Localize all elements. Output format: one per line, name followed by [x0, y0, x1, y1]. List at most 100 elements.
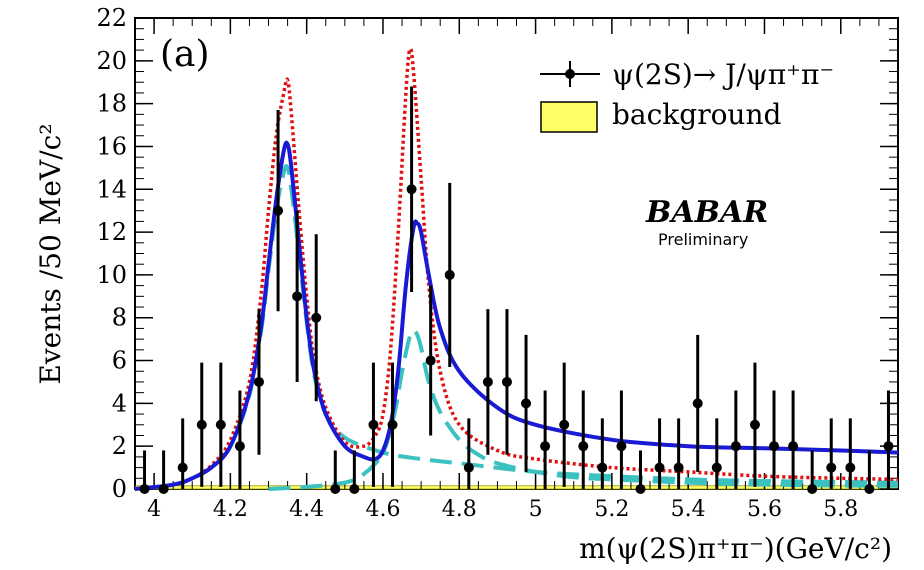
data-marker [158, 484, 169, 494]
legend-data-label: ψ(2S)→ J/ψπ⁺π⁻ [612, 58, 834, 91]
legend-data-marker [540, 61, 600, 87]
y-tick-label: 10 [96, 261, 127, 289]
data-point [406, 86, 417, 293]
data-point [845, 418, 856, 489]
data-marker [139, 484, 150, 494]
data-marker [234, 441, 245, 452]
data-marker [311, 312, 322, 323]
data-marker [292, 291, 303, 302]
data-point [368, 362, 379, 487]
component-2-curve [268, 328, 899, 491]
data-marker [826, 462, 837, 473]
data-marker [463, 462, 474, 473]
legend-background-label: background [612, 98, 781, 131]
data-point [635, 450, 646, 494]
y-tick-label: 6 [112, 347, 127, 375]
x-tick-label: 5 [529, 497, 543, 522]
data-point [292, 210, 303, 382]
x-axis-label: m(ψ(2S)π⁺π⁻)(GeV/c²) [579, 532, 892, 565]
panel-label: (a) [160, 34, 210, 75]
data-marker [521, 398, 532, 409]
data-marker [578, 441, 589, 452]
data-point [425, 285, 436, 436]
data-point [769, 390, 780, 489]
y-tick-label: 22 [96, 4, 127, 32]
y-tick-label: 12 [96, 218, 127, 246]
data-point [311, 234, 322, 402]
data-marker [425, 355, 436, 366]
data-marker [673, 462, 684, 473]
data-marker [597, 462, 608, 473]
y-tick-label: 14 [96, 175, 127, 203]
data-point [330, 450, 341, 494]
data-marker [788, 441, 799, 452]
data-marker [769, 441, 780, 452]
total-fit-curve [134, 140, 899, 491]
data-marker [730, 441, 741, 452]
alt-fit-curve [134, 47, 899, 491]
data-point [273, 110, 284, 312]
data-point [463, 418, 474, 489]
x-tick-label: 5.8 [823, 497, 858, 522]
data-point [673, 418, 684, 489]
data-point [253, 309, 264, 455]
x-tick-label: 4 [147, 497, 161, 522]
data-point [559, 362, 570, 487]
x-tick-label: 5.2 [594, 497, 629, 522]
data-point [521, 334, 532, 472]
data-point [692, 334, 703, 472]
data-marker [177, 462, 188, 473]
data-marker [253, 376, 264, 387]
data-point [864, 450, 875, 494]
x-tick-label: 5.6 [747, 497, 782, 522]
preliminary-label: Preliminary [658, 230, 748, 249]
y-tick-label: 18 [96, 90, 127, 118]
data-marker [368, 419, 379, 430]
data-marker [501, 376, 512, 387]
data-point [654, 418, 665, 489]
data-marker [883, 441, 894, 452]
data-point [234, 390, 245, 489]
data-point [215, 362, 226, 487]
data-marker [845, 462, 856, 473]
fit-curves-group [134, 47, 899, 491]
x-tick-label: 4.2 [213, 497, 248, 522]
data-point [616, 390, 627, 489]
data-marker [540, 441, 551, 452]
data-point [177, 418, 188, 489]
legend-background-swatch [540, 101, 598, 133]
data-point [730, 390, 741, 489]
data-marker [749, 419, 760, 430]
data-point [139, 450, 150, 494]
y-axis-label: Events /50 MeV/c² [34, 123, 67, 384]
y-tick-label: 4 [112, 389, 127, 417]
axis-ticks-group: 4 4.2 4.4 4.6 4.8 5 5.2 5.4 5.6 5.8 0 2 4 6 8 10 12 14 16 1… [96, 4, 899, 522]
data-marker [654, 462, 665, 473]
data-points-group [139, 86, 894, 494]
x-tick-label: 4.6 [365, 497, 400, 522]
babar-logo: BABAR [645, 195, 768, 230]
data-point [158, 450, 169, 494]
data-marker [864, 484, 875, 494]
data-point [387, 362, 398, 487]
data-marker [406, 184, 417, 195]
y-tick-label: 2 [112, 432, 127, 460]
data-marker [616, 441, 627, 452]
data-marker [444, 269, 455, 280]
data-marker [215, 419, 226, 430]
data-marker [349, 484, 360, 494]
y-tick-label: 0 [112, 475, 127, 503]
data-point [788, 390, 799, 489]
data-point [711, 418, 722, 489]
data-marker [196, 419, 207, 430]
data-point [349, 450, 360, 494]
data-point [444, 182, 455, 367]
data-point [540, 390, 551, 489]
data-marker [482, 376, 493, 387]
data-point [883, 390, 894, 489]
data-point [196, 362, 207, 487]
data-marker [387, 419, 398, 430]
data-marker [692, 398, 703, 409]
y-tick-label: 16 [96, 132, 127, 160]
